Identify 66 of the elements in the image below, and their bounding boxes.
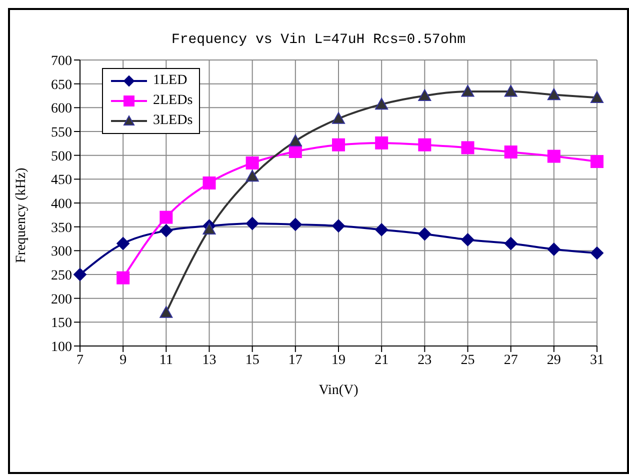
x-tick-label: 9 — [120, 352, 127, 368]
legend-label: 3LEDs — [153, 113, 193, 129]
y-tick-label: 500 — [51, 149, 72, 164]
point — [375, 223, 388, 236]
chart-title: Frequency vs Vin L=47uH Rcs=0.57ohm — [170, 32, 467, 48]
point — [288, 134, 302, 146]
point — [461, 84, 474, 97]
x-tick-label: 27 — [504, 352, 518, 368]
x-tick-label: 25 — [460, 352, 475, 368]
x-tick-label: 29 — [546, 352, 561, 368]
point — [547, 242, 560, 256]
point — [461, 233, 474, 246]
point — [160, 224, 173, 238]
point — [288, 218, 302, 231]
x-tick-label: 31 — [590, 352, 604, 368]
y-tick-label: 150 — [51, 316, 72, 332]
point — [504, 84, 518, 97]
point — [461, 141, 474, 154]
y-tick-label: 600 — [51, 102, 72, 117]
point — [547, 88, 560, 100]
legend-label: 2LEDs — [153, 93, 193, 109]
y-tick-label: 700 — [51, 54, 72, 69]
y-axis-title: Frequency (kHz) — [14, 167, 29, 263]
y-tick-label: 650 — [51, 78, 72, 93]
point — [375, 136, 388, 150]
point — [160, 306, 173, 318]
point — [590, 91, 604, 103]
y-tick-label: 550 — [51, 125, 72, 140]
x-tick-label: 23 — [418, 352, 432, 368]
point — [418, 138, 432, 152]
point — [246, 156, 259, 170]
point — [246, 170, 259, 182]
y-tick-label: 250 — [51, 268, 72, 284]
y-tick-label: 400 — [51, 196, 72, 212]
point — [202, 176, 216, 190]
x-axis-title: Vin(V) — [318, 383, 359, 398]
point — [504, 145, 518, 158]
point — [246, 216, 259, 230]
point — [418, 89, 432, 102]
x-tick-label: 19 — [332, 352, 346, 368]
point — [590, 155, 604, 168]
point — [504, 237, 518, 250]
y-tick-label: 200 — [51, 292, 72, 308]
y-tick-label: 300 — [51, 244, 72, 260]
x-tick-label: 15 — [245, 352, 260, 368]
y-tick-label: 450 — [51, 173, 72, 188]
point — [74, 268, 86, 281]
y-tick-label: 100 — [51, 340, 72, 355]
point — [116, 271, 130, 284]
x-tick-label: 17 — [288, 352, 302, 368]
x-tick-label: 11 — [159, 352, 173, 368]
point — [332, 112, 345, 124]
x-tick-label: 21 — [374, 352, 389, 368]
point — [375, 98, 388, 110]
point — [418, 227, 432, 240]
point — [202, 222, 216, 235]
point — [547, 150, 560, 163]
x-tick-label: 7 — [76, 352, 84, 368]
y-tick-label: 350 — [51, 220, 72, 236]
legend-label: 1LED — [153, 73, 188, 89]
point — [116, 237, 130, 250]
point — [590, 246, 604, 260]
x-tick-label: 13 — [202, 352, 216, 368]
point — [332, 219, 345, 232]
point — [332, 138, 345, 152]
point — [160, 210, 173, 224]
